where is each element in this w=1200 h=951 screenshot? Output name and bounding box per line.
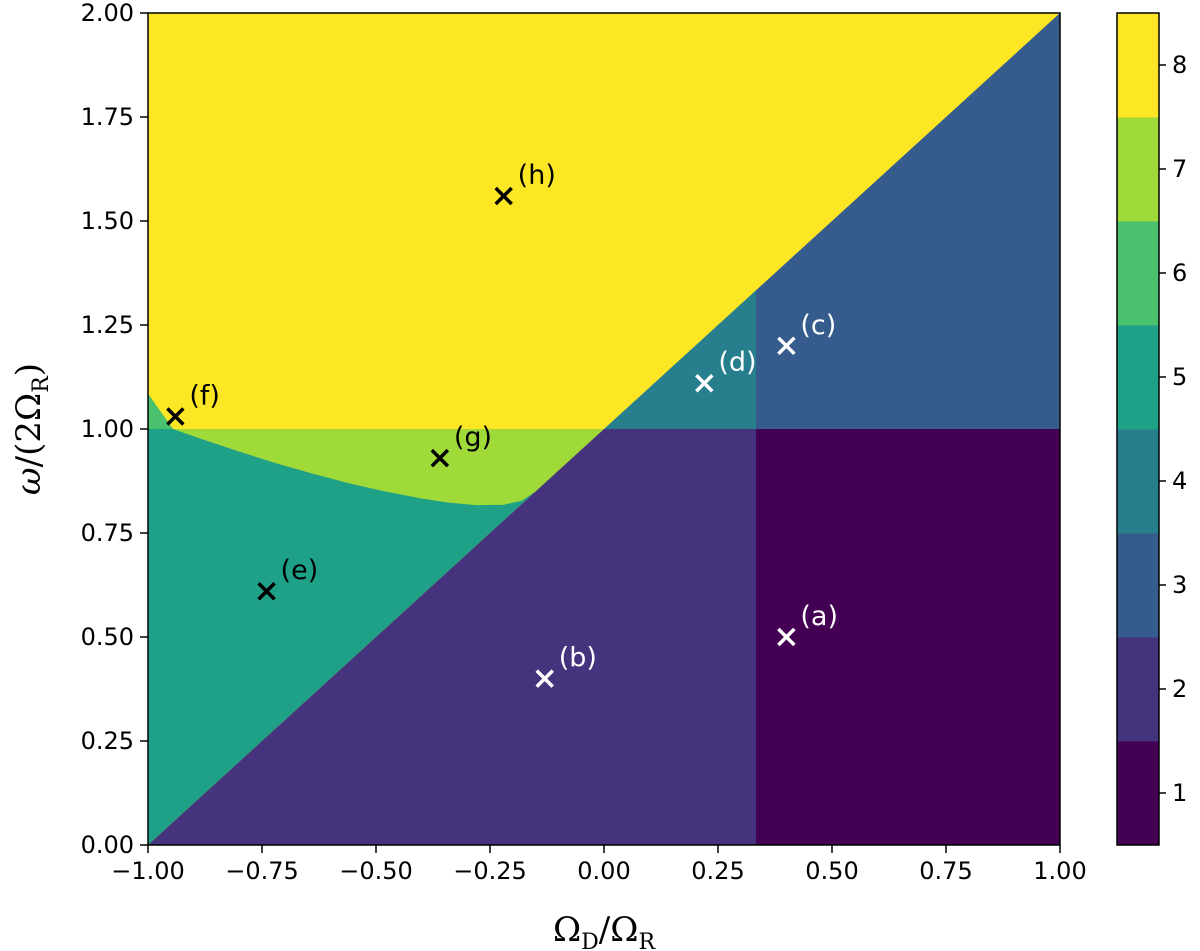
point-marker: [494, 186, 513, 206]
colorbar-tick-label: 8: [1172, 51, 1187, 79]
y-tick-label: 1.25: [81, 311, 134, 339]
colorbar-segment: [1117, 221, 1159, 326]
y-tick-label: 1.75: [81, 103, 134, 131]
point-label: (a): [800, 601, 838, 632]
x-tick-label: 1.00: [1033, 857, 1086, 885]
x-tick-label: 0.75: [919, 857, 972, 885]
data-point: (b): [535, 643, 597, 688]
y-tick-label: 1.50: [81, 207, 134, 235]
y-tick-label: 1.00: [81, 415, 134, 443]
region-7: [173, 429, 604, 506]
y-tick-label: 2.00: [81, 0, 134, 27]
x-tick-label: 0.50: [805, 857, 858, 885]
point-label: (b): [559, 643, 597, 674]
colorbar-segment: [1117, 13, 1159, 118]
colorbar-tick-label: 2: [1172, 675, 1187, 703]
data-point: (g): [430, 422, 492, 468]
point-marker: [535, 669, 554, 688]
colorbar-tick-label: 1: [1172, 779, 1187, 807]
x-tick-label: −1.00: [111, 857, 185, 885]
region-3: [756, 13, 1060, 429]
y-tick-label: 0.75: [81, 519, 134, 547]
data-point: (h): [494, 160, 556, 206]
colorbar-tick-label: 5: [1172, 363, 1187, 391]
point-marker: [777, 336, 796, 356]
colorbar-tick-label: 7: [1172, 155, 1187, 183]
x-tick-label: −0.50: [339, 857, 413, 885]
y-axis: 0.00 0.25 0.50 0.75 1.00 1.25 1.50 1.75 2.00: [81, 0, 148, 859]
point-marker: [695, 374, 714, 393]
x-tick-label: −0.25: [453, 857, 527, 885]
region-6: [148, 393, 174, 429]
point-label: (g): [454, 422, 492, 453]
colorbar-tick-label: 6: [1172, 259, 1187, 287]
colorbar: 1 2 3 4 5 6 7 8: [1116, 12, 1187, 846]
region-5: [148, 429, 536, 845]
x-tick-label: −0.75: [225, 857, 299, 885]
colorbar-tick-label: 3: [1172, 571, 1187, 599]
point-label: (f): [189, 381, 220, 412]
data-point: (e): [257, 555, 319, 601]
data-point: (a): [777, 601, 838, 647]
colorbar-segment: [1117, 117, 1159, 222]
data-point: (c): [777, 310, 836, 356]
colorbar-segment: [1117, 429, 1159, 534]
x-tick-label: 0.00: [577, 857, 630, 885]
point-marker: [430, 448, 450, 468]
colorbar-segment: [1117, 533, 1159, 638]
chart-points: (a) (b) (c) (d) (e) (f) (g) (h): [166, 160, 838, 688]
y-tick-label: 0.25: [81, 727, 134, 755]
point-label: (e): [281, 555, 319, 586]
point-marker: [777, 627, 796, 647]
y-tick-label: 0.50: [81, 623, 134, 651]
region-2: [148, 429, 756, 845]
colorbar-segment: [1117, 637, 1159, 742]
chart-regions: [148, 13, 1060, 845]
data-point: (f): [166, 381, 220, 426]
colorbar-tick-label: 4: [1172, 467, 1187, 495]
colorbar-segment: [1117, 325, 1159, 430]
x-axis: −1.00 −0.75 −0.50 −0.25 0.00 0.25 0.50 0.75 1.00: [111, 845, 1087, 885]
point-label: (c): [800, 310, 836, 341]
x-axis-label: ΩD/ΩR: [553, 910, 657, 951]
region-1: [756, 429, 1060, 845]
y-axis-label: ω/(2ΩR): [9, 363, 54, 495]
point-label: (h): [518, 160, 556, 191]
point-label: (d): [718, 347, 756, 378]
point-marker: [257, 582, 276, 601]
data-point: (d): [695, 347, 757, 393]
x-tick-label: 0.25: [691, 857, 744, 885]
colorbar-segment: [1117, 741, 1159, 846]
point-marker: [166, 407, 185, 426]
y-tick-label: 0.00: [81, 831, 134, 859]
colorbar-frame: [1116, 12, 1160, 846]
region-4: [604, 290, 756, 429]
